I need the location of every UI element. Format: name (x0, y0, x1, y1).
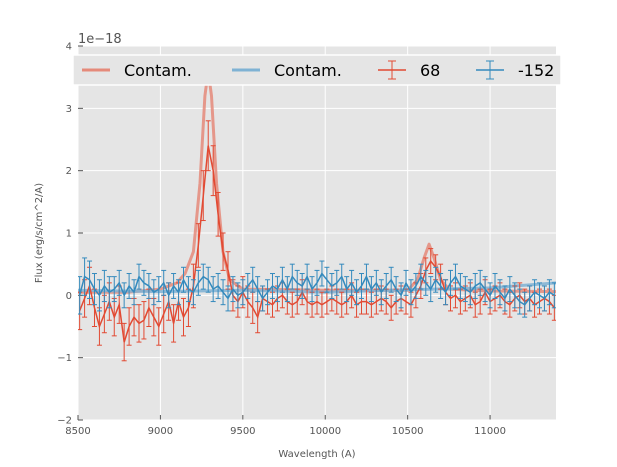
y-tick-label: −2 (57, 416, 72, 427)
legend-item: 68 (378, 60, 440, 80)
y-tick-label: 3 (66, 104, 72, 115)
data-line (78, 145, 555, 343)
legend-item: Contam. (232, 61, 342, 80)
x-tick-label: 10500 (392, 426, 424, 437)
x-tick-label: 9000 (148, 426, 173, 437)
legend: Contam. Contam. 68 -152 (72, 54, 562, 86)
legend-item: Contam. (82, 61, 192, 80)
series-layer (78, 69, 556, 362)
y-tick-label: −1 (57, 353, 72, 364)
y-tick-labels: −2 −1 0 1 2 3 4 (57, 42, 72, 427)
legend-label: Contam. (124, 61, 192, 80)
x-tick-label: 8500 (65, 426, 90, 437)
y-axis-label: Flux (erg/s/cm^2/A) (34, 183, 45, 283)
legend-label: -152 (518, 61, 554, 80)
legend-label: Contam. (274, 61, 342, 80)
y-tick-label: 1 (66, 229, 72, 240)
y-tick-label: 2 (66, 166, 72, 177)
x-tick-label: 9500 (230, 426, 255, 437)
y-tick-label: 4 (66, 42, 72, 53)
series-4 (78, 257, 556, 318)
x-axis-label: Wavelength (A) (278, 449, 355, 460)
offset-label: 1e−18 (78, 32, 122, 47)
x-tick-label: 11000 (474, 426, 506, 437)
y-tick-label: 0 (66, 291, 72, 302)
x-tick-labels: 8500 9000 9500 10000 10500 11000 (65, 426, 506, 437)
legend-item: -152 (476, 60, 554, 80)
grid-lines (77, 45, 556, 421)
data-line (78, 272, 555, 306)
legend-label: 68 (420, 61, 440, 80)
x-tick-label: 10000 (309, 426, 341, 437)
